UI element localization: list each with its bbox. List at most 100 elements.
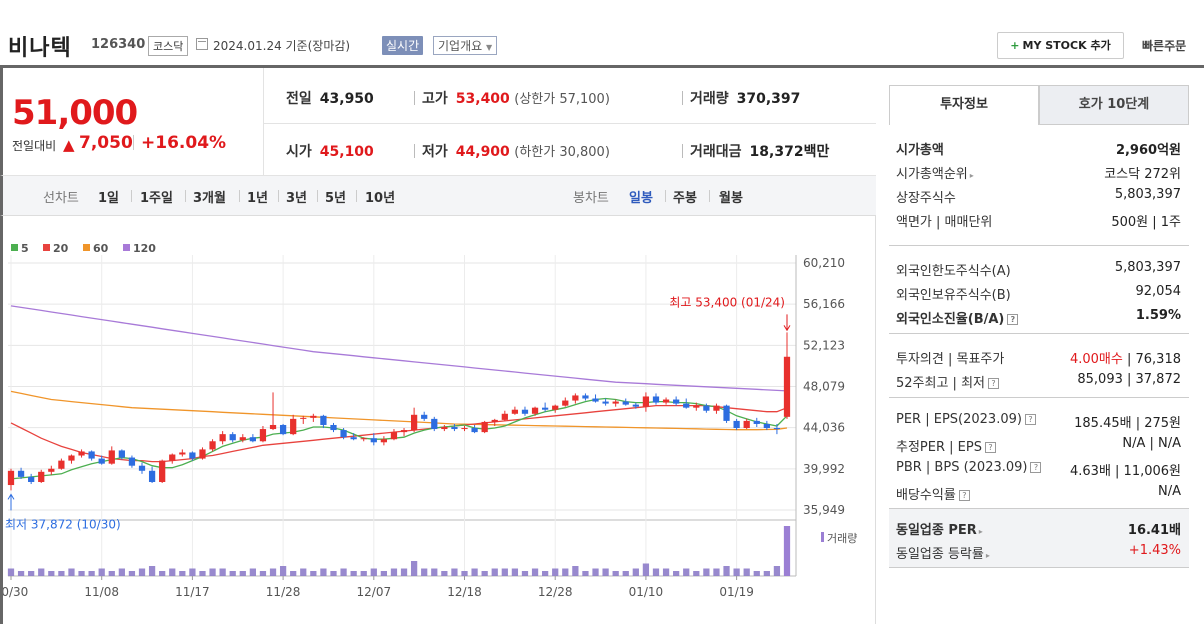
invest-row[interactable]: 동일업종 등락률 ▸ +1.43%	[889, 539, 1189, 563]
volume-bar	[48, 571, 55, 576]
invest-row[interactable]: 외국인소진율(B/A)? 1.59%	[889, 304, 1189, 328]
invest-row[interactable]: 추정PER | EPS? N/A | N/A	[889, 432, 1189, 456]
period-1d[interactable]: 1일	[98, 191, 120, 206]
up-triangle-icon: ▲	[63, 136, 75, 154]
stat-value: 370,397	[736, 91, 801, 107]
candle-body	[159, 460, 166, 482]
stat-amount: 거래대금 18,372백만	[690, 141, 829, 161]
candle-body	[108, 450, 115, 464]
company-info-dropdown[interactable]: 기업개요 ▼	[433, 36, 498, 55]
help-icon[interactable]: ?	[1007, 314, 1019, 325]
volume-bar	[733, 568, 740, 576]
help-icon[interactable]: ?	[988, 378, 999, 389]
x-tick-label: 01/10	[629, 585, 664, 599]
volume-bar	[511, 568, 519, 576]
y-tick-label: 44,036	[803, 421, 845, 435]
help-icon[interactable]: ?	[958, 490, 970, 501]
help-icon[interactable]: ?	[1024, 414, 1036, 425]
chart-svg: 5 20 60 120 60,210 56,166 52,123 48,079 44,036 39…	[0, 242, 857, 599]
candle-body	[471, 428, 478, 433]
invest-value: N/A | N/A	[1122, 436, 1181, 451]
volume-bar	[662, 568, 670, 576]
candle-body	[733, 420, 740, 429]
volume-bar	[199, 571, 206, 576]
candle-body	[269, 424, 277, 430]
invest-value: +1.43%	[1128, 543, 1181, 558]
period-3y[interactable]: 3년	[286, 191, 308, 206]
stock-name: 비나텍	[8, 36, 72, 61]
period-1y[interactable]: 1년	[247, 191, 269, 206]
volume-bar	[400, 568, 408, 576]
invest-row[interactable]: 52주최고 | 최저? 85,093 | 37,872	[889, 368, 1189, 392]
candle-body	[562, 400, 569, 406]
volume-bar	[209, 568, 216, 576]
candle-body	[189, 452, 196, 459]
help-icon[interactable]: ?	[984, 442, 996, 453]
stat-value: 44,900	[455, 144, 510, 160]
invest-row[interactable]: 배당수익률? N/A	[889, 480, 1189, 504]
candle-body	[259, 429, 267, 442]
candle-chart-label: 봉차트	[573, 191, 609, 206]
caret-down-icon: ▼	[486, 43, 493, 52]
volume-bar	[642, 563, 650, 576]
volume-bar	[612, 571, 619, 576]
invest-group: PER | EPS(2023.09)? 185.45배 | 275원 추정PER |…	[889, 397, 1189, 504]
volume-bar	[602, 568, 609, 576]
volume-bar	[259, 571, 267, 576]
candle-body	[169, 454, 176, 461]
volume-bar	[441, 571, 448, 576]
volume-bar	[743, 568, 750, 576]
company-info-label: 기업개요	[438, 39, 483, 53]
volume-bar	[360, 571, 367, 576]
invest-value: N/A	[1158, 484, 1181, 499]
y-tick-label: 39,992	[803, 462, 845, 476]
help-icon[interactable]: ?	[1030, 462, 1042, 473]
volume-bar	[562, 568, 569, 576]
candle-body	[723, 405, 730, 421]
add-mystock-button[interactable]: + MY STOCK 추가	[997, 32, 1124, 59]
volume-bar	[410, 561, 418, 576]
quick-order-link[interactable]: 빠른주문	[1142, 39, 1187, 53]
candle-body	[622, 401, 629, 405]
invest-row[interactable]: PBR | BPS (2023.09)? 4.63배 | 11,006원	[889, 456, 1189, 480]
low-annotation: 최저 37,872 (10/30)	[5, 517, 121, 531]
stat-high: 고가 53,400 (상한가 57,100)	[422, 88, 610, 108]
current-price: 51,000	[12, 93, 138, 133]
candle-weekly[interactable]: 주봉	[673, 191, 697, 206]
invest-key: 액면가 | 매매단위	[896, 215, 993, 230]
candle-daily[interactable]: 일봉	[629, 191, 653, 206]
high-arrow-head	[783, 325, 791, 332]
period-10y[interactable]: 10년	[365, 191, 396, 206]
candle-body	[320, 415, 327, 425]
volume-bar	[471, 568, 478, 576]
candle-body	[451, 427, 458, 430]
invest-row[interactable]: 시가총액순위 ▸ 코스닥 272위	[889, 159, 1189, 183]
invest-value: 1.59%	[1135, 308, 1181, 323]
legend-swatch	[43, 244, 50, 251]
candle-body	[68, 455, 75, 461]
stat-open: 시가 45,100	[286, 141, 374, 161]
candle-body	[179, 452, 186, 455]
invest-row[interactable]: 동일업종 PER ▸ 16.41배	[889, 515, 1189, 539]
volume-bar	[138, 568, 146, 576]
chevron-right-icon: ▸	[969, 171, 974, 180]
period-3m[interactable]: 3개월	[193, 191, 226, 206]
tab-invest-info[interactable]: 투자정보	[889, 85, 1039, 125]
price-stats: 전일 43,950 고가 53,400 (상한가 57,100) 거래량 370,39…	[264, 68, 876, 176]
volume-bar	[38, 568, 45, 576]
tab-orderbook[interactable]: 호가 10단계	[1039, 85, 1189, 125]
realtime-button[interactable]: 실시간	[382, 36, 424, 55]
stat-label: 시가	[286, 144, 312, 160]
period-1w[interactable]: 1주일	[140, 191, 173, 206]
candle-body	[753, 420, 760, 424]
period-5y[interactable]: 5년	[325, 191, 347, 206]
market-badge: 코스닥	[148, 36, 189, 56]
invest-row[interactable]: PER | EPS(2023.09)? 185.45배 | 275원	[889, 408, 1189, 432]
candle-monthly[interactable]: 월봉	[719, 191, 743, 206]
volume-bar	[320, 568, 327, 576]
invest-key: 시가총액	[896, 143, 944, 158]
stock-chart[interactable]: 5 20 60 120 60,210 56,166 52,123 48,079 44,036 39…	[0, 216, 876, 624]
candle-body	[763, 423, 770, 429]
invest-key: 52주최고 | 최저?	[896, 372, 999, 391]
candle-body	[138, 465, 146, 471]
